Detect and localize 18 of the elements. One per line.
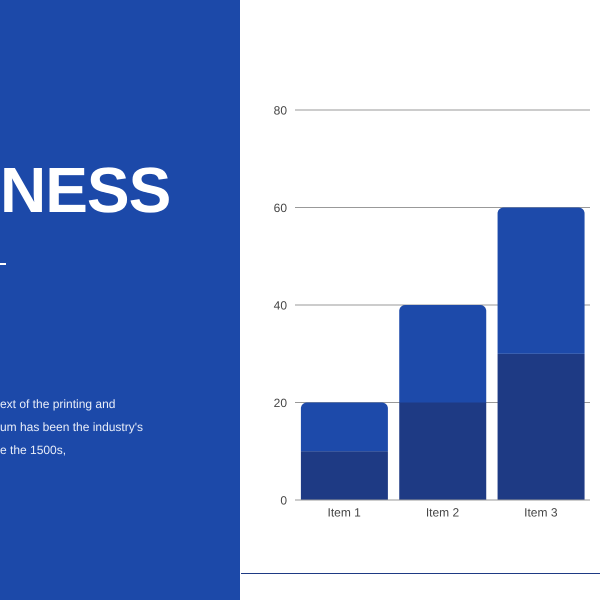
y-tick-label: 0 <box>280 493 288 508</box>
y-tick-label: 60 <box>274 200 288 215</box>
bar <box>399 305 486 402</box>
bar <box>300 451 388 500</box>
y-tick-label: 80 <box>274 103 288 118</box>
bar <box>399 402 486 500</box>
bar <box>498 354 585 500</box>
y-tick-label: 40 <box>274 298 288 312</box>
y-tick-label: 20 <box>274 396 288 410</box>
text: e the 1500s, <box>0 442 68 459</box>
x-tick-label: Item 2 <box>426 506 460 520</box>
text: NESS <box>0 153 170 228</box>
bar <box>498 208 585 354</box>
x-tick-label: Item 3 <box>524 506 558 520</box>
x-tick-label: Item 1 <box>327 506 362 520</box>
bar <box>300 402 388 452</box>
text: ext of the printing and <box>0 396 116 413</box>
text: um has been the industry's <box>0 419 144 436</box>
